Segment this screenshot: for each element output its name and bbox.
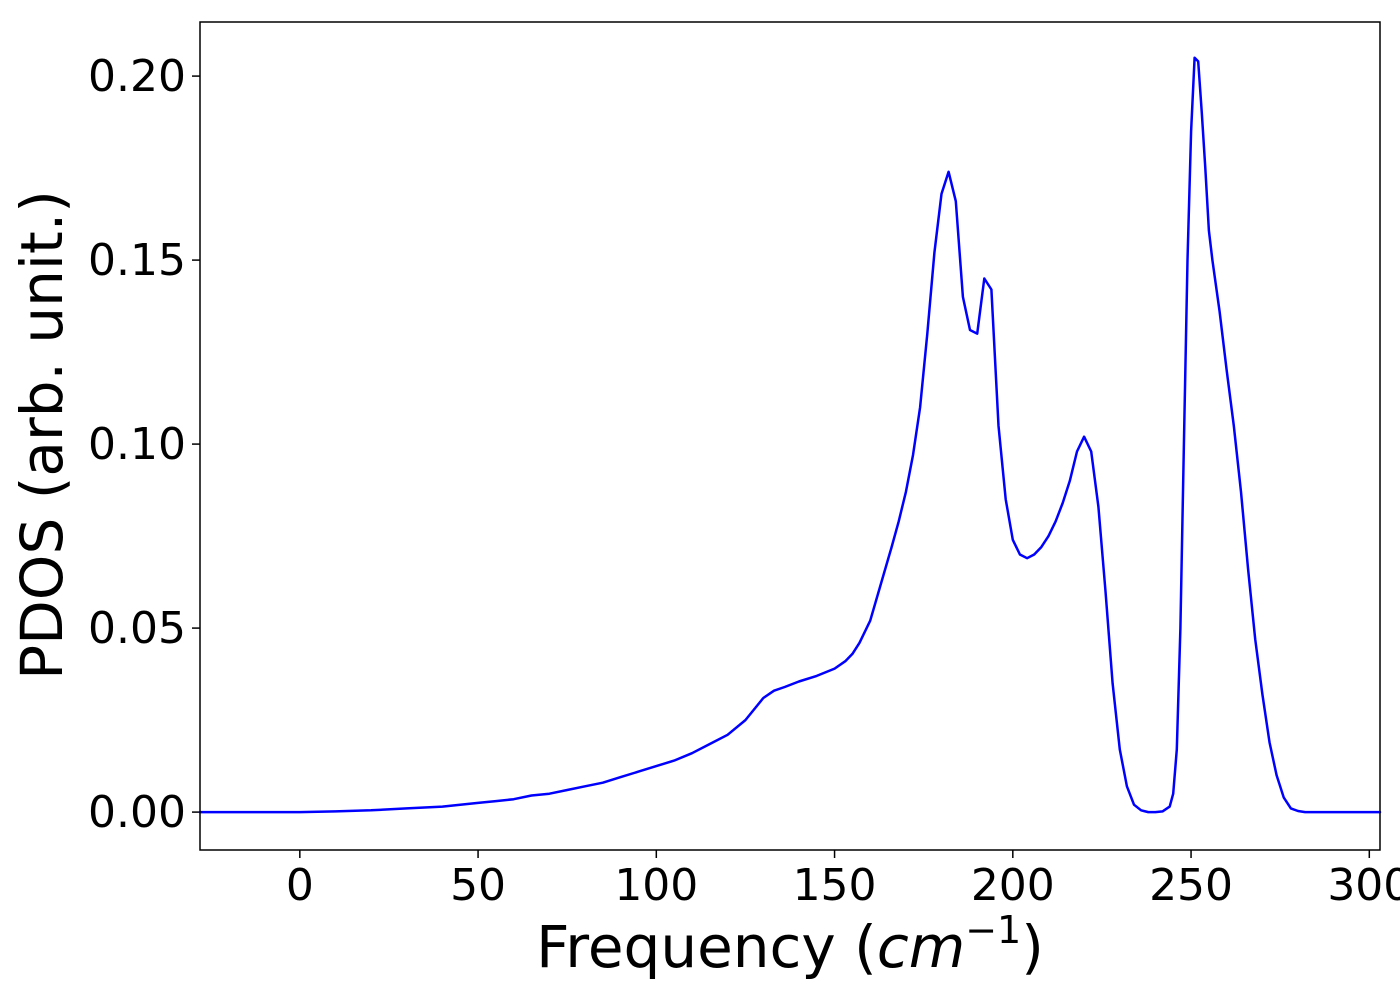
y-axis-ticks: 0.00 0.05 0.10 0.15 0.20	[88, 51, 200, 838]
y-tick-label: 0.05	[88, 603, 186, 654]
x-tick-label: 300	[1327, 860, 1400, 911]
x-tick-label: 0	[286, 860, 314, 911]
y-tick-label: 0.00	[88, 787, 186, 838]
y-tick-label: 0.15	[88, 235, 186, 286]
x-axis-label: Frequency (cm−1)	[536, 908, 1044, 981]
plot-frame	[199, 21, 1381, 851]
x-tick-label: 250	[1149, 860, 1233, 911]
x-tick-label: 100	[614, 860, 698, 911]
x-tick-label: 50	[450, 860, 506, 911]
pdos-series-line	[198, 56, 1382, 814]
y-tick-label: 0.20	[88, 51, 186, 102]
y-tick-label: 0.10	[88, 419, 186, 470]
plot-area: 0 50 100 150 200 250 300 0.00 0.05 0.10 0.15 0.20	[88, 21, 1400, 911]
y-axis-label: PDOS (arb. unit.)	[8, 190, 76, 680]
x-axis-ticks: 0 50 100 150 200 250 300	[286, 850, 1400, 911]
x-tick-label: 150	[793, 860, 877, 911]
x-tick-label: 200	[971, 860, 1055, 911]
